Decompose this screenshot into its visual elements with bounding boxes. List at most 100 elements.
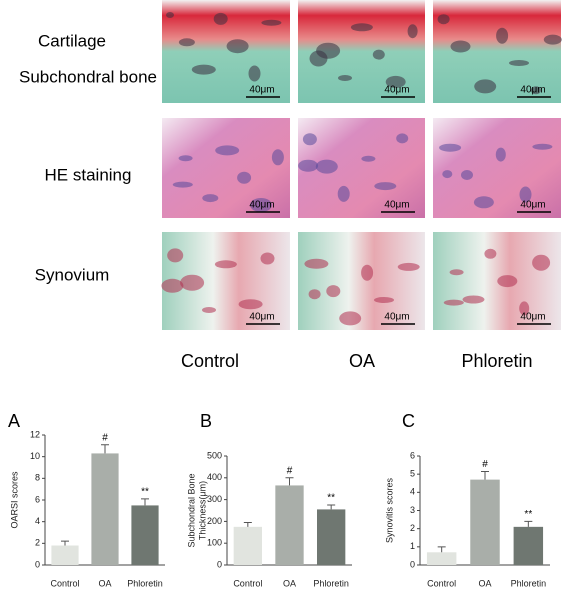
tissue-detail: [496, 27, 509, 44]
error-bar: [327, 504, 336, 510]
y-axis-label: Thickness(μm): [197, 481, 207, 540]
y-tick-label: 2: [35, 538, 40, 548]
bar: [317, 509, 346, 565]
tissue-detail: [308, 289, 321, 300]
tissue-detail: [214, 260, 237, 269]
tissue-detail: [519, 301, 530, 316]
tissue-detail: [397, 262, 420, 271]
y-tick-label: 3: [410, 505, 415, 515]
tissue-detail: [337, 185, 350, 202]
tissue-detail: [191, 64, 216, 75]
significance-marker: **: [327, 493, 335, 504]
tissue-detail: [161, 278, 184, 293]
row-label: Cartilage: [38, 31, 106, 50]
significance-marker: #: [102, 432, 108, 443]
x-tick-label: Control: [50, 578, 79, 588]
y-tick-label: 400: [207, 472, 222, 482]
tissue-detail: [495, 147, 506, 162]
scale-bar-label: 40μm: [249, 312, 274, 323]
y-tick-label: 500: [207, 450, 222, 460]
x-tick-label: Phloretin: [313, 578, 349, 588]
x-tick-label: Phloretin: [127, 578, 163, 588]
tissue-detail: [338, 75, 352, 81]
y-tick-label: 2: [410, 523, 415, 533]
error-bar: [141, 498, 149, 506]
tissue-detail: [442, 170, 453, 179]
tissue-detail: [396, 133, 409, 144]
tissue-detail: [271, 149, 284, 166]
row-label: HE staining: [45, 165, 132, 184]
tissue-detail: [407, 24, 418, 39]
y-tick-label: 0: [217, 559, 222, 569]
y-tick-label: 0: [35, 559, 40, 569]
tissue-detail: [178, 38, 195, 47]
bar: [426, 552, 457, 565]
x-tick-label: OA: [478, 578, 491, 588]
bar: [233, 526, 262, 565]
tissue-detail: [372, 49, 385, 60]
y-tick-label: 200: [207, 516, 222, 526]
tissue-detail: [202, 307, 216, 313]
significance-marker: #: [482, 459, 488, 470]
x-tick-label: Phloretin: [511, 578, 547, 588]
bar: [131, 505, 159, 565]
tissue-detail: [450, 40, 471, 53]
y-tick-label: 1: [410, 541, 415, 551]
tissue-detail: [497, 275, 518, 288]
tissue-detail: [374, 182, 397, 191]
tissue-detail: [530, 86, 541, 95]
histology-image: [433, 118, 561, 218]
tissue-detail: [202, 194, 219, 203]
tissue-detail: [260, 252, 275, 265]
y-tick-label: 300: [207, 494, 222, 504]
tissue-detail: [339, 311, 362, 326]
error-bar: [524, 520, 533, 527]
tissue-detail: [178, 155, 193, 162]
row-label: Synovium: [35, 265, 110, 284]
row-label: Subchondral bone: [19, 67, 157, 86]
scale-bar-label: 40μm: [520, 85, 545, 96]
column-label: Control: [181, 351, 239, 371]
tissue-detail: [473, 196, 494, 209]
error-bar: [243, 521, 252, 527]
y-tick-label: 10: [30, 451, 40, 461]
tissue-detail: [298, 159, 319, 172]
bar: [470, 479, 500, 565]
scale-bar-label: 40μm: [249, 85, 274, 96]
bar: [513, 526, 544, 565]
tissue-detail: [462, 295, 485, 304]
tissue-detail: [385, 75, 406, 88]
tissue-detail: [543, 34, 562, 45]
scale-bar-label: 40μm: [384, 312, 409, 323]
panel-label: C: [402, 411, 415, 431]
y-tick-label: 100: [207, 538, 222, 548]
scale-bar-label: 40μm: [520, 312, 545, 323]
tissue-detail: [261, 19, 282, 26]
tissue-detail: [449, 269, 464, 276]
scale-bar-label: 40μm: [249, 200, 274, 211]
scale-bar-label: 40μm: [384, 200, 409, 211]
tissue-detail: [237, 171, 252, 184]
tissue-detail: [213, 12, 228, 25]
tissue-detail: [361, 264, 374, 281]
y-tick-label: 12: [30, 429, 40, 439]
tissue-detail: [532, 143, 553, 150]
y-axis-label: Subchondral Bone: [186, 473, 196, 547]
y-tick-label: 4: [35, 516, 40, 526]
x-tick-label: OA: [283, 578, 296, 588]
x-tick-label: OA: [98, 578, 111, 588]
tissue-detail: [248, 65, 261, 82]
tissue-detail: [215, 145, 240, 156]
x-tick-label: Control: [233, 578, 262, 588]
significance-marker: **: [524, 509, 532, 520]
tissue-detail: [461, 170, 473, 180]
column-label: OA: [349, 351, 375, 371]
tissue-detail: [437, 14, 450, 25]
tissue-detail: [166, 12, 174, 18]
bar: [91, 453, 119, 565]
y-tick-label: 4: [410, 487, 415, 497]
tissue-detail: [361, 155, 376, 162]
scale-bar-label: 40μm: [520, 200, 545, 211]
tissue-detail: [443, 299, 464, 306]
